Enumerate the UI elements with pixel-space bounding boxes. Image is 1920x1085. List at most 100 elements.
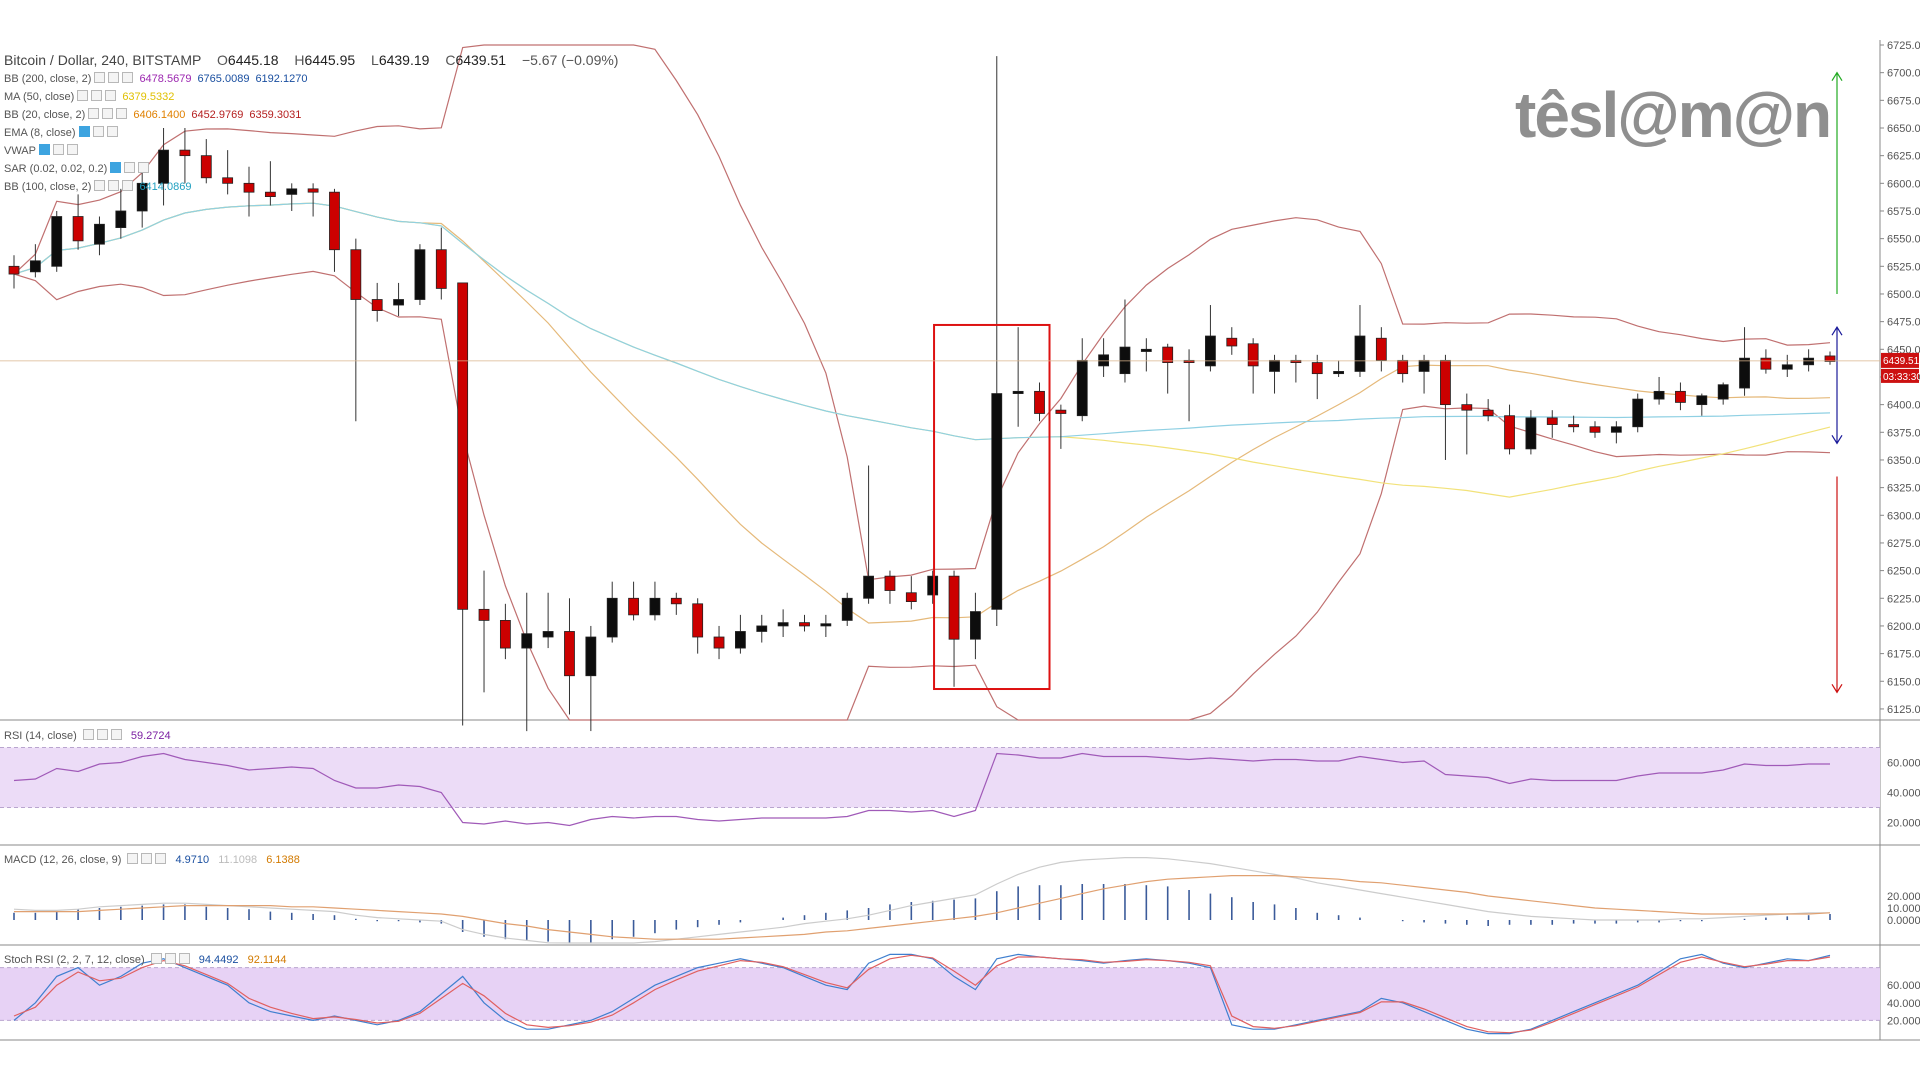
indicator-value: 6452.9769 bbox=[191, 109, 244, 121]
indicator-row[interactable]: VWAP bbox=[4, 144, 78, 157]
candle-body bbox=[51, 216, 63, 267]
candle-body bbox=[820, 623, 832, 627]
stoch-value-2: 92.1144 bbox=[247, 954, 287, 966]
candle-body bbox=[1076, 359, 1088, 417]
close-icon[interactable] bbox=[122, 180, 134, 191]
candle-body bbox=[1311, 362, 1323, 375]
macd-value-1: 4.9710 bbox=[175, 854, 210, 866]
candle-body bbox=[264, 191, 276, 197]
candle-body bbox=[8, 265, 20, 275]
candle-body bbox=[1589, 426, 1601, 433]
eye-icon[interactable] bbox=[110, 162, 122, 173]
candle-body bbox=[521, 633, 533, 649]
eye-icon[interactable] bbox=[77, 90, 89, 101]
macd-legend[interactable]: MACD (12, 26, close, 9) 4.9710 11.1098 6… bbox=[4, 853, 300, 866]
indicator-name: MA (50, close) bbox=[4, 91, 75, 103]
candle-body bbox=[1440, 359, 1451, 406]
indicator-row[interactable]: SAR (0.02, 0.02, 0.2) bbox=[4, 162, 150, 175]
candle-body bbox=[927, 575, 939, 596]
settings-icon[interactable] bbox=[164, 953, 176, 964]
ma50-line bbox=[13, 202, 1831, 498]
candle-body bbox=[115, 210, 127, 228]
price-tick-label: 6200.00 bbox=[1887, 621, 1920, 633]
candle-body bbox=[158, 149, 169, 184]
indicator-row[interactable]: MA (50, close) 6379.5332 bbox=[4, 90, 174, 103]
indicator-row[interactable]: BB (20, close, 2) 6406.1400 6452.9769 6359.… bbox=[4, 108, 301, 121]
macd-value-3: 6.1388 bbox=[266, 854, 300, 866]
settings-icon[interactable] bbox=[108, 180, 120, 191]
rsi-band bbox=[0, 747, 1880, 808]
candle-body bbox=[1675, 390, 1686, 403]
eye-icon[interactable] bbox=[88, 108, 100, 119]
settings-icon[interactable] bbox=[53, 144, 64, 155]
macd-title: MACD (12, 26, close, 9) bbox=[4, 854, 122, 866]
candle-body bbox=[692, 603, 704, 638]
candle-body bbox=[863, 575, 874, 599]
range-arrow-head-down bbox=[1831, 435, 1843, 445]
candle-body bbox=[1397, 359, 1409, 375]
close-icon[interactable] bbox=[110, 729, 122, 740]
eye-icon[interactable] bbox=[82, 729, 94, 740]
ohlc-header: Bitcoin / Dollar, 240, BITSTAMP O6445.18… bbox=[4, 52, 618, 68]
price-tick-label: 6150.00 bbox=[1887, 676, 1920, 688]
indicator-row[interactable]: BB (200, close, 2) 6478.5679 6765.0089 6192… bbox=[4, 72, 307, 85]
candle-body bbox=[1717, 384, 1729, 400]
candle-body bbox=[1632, 398, 1644, 428]
price-tick-label: 6300.00 bbox=[1887, 510, 1920, 522]
eye-icon[interactable] bbox=[150, 953, 162, 964]
candle-body bbox=[1290, 359, 1302, 363]
candle-body bbox=[884, 575, 896, 591]
candle-body bbox=[1055, 409, 1067, 414]
settings-icon[interactable] bbox=[124, 162, 136, 173]
close-icon[interactable] bbox=[116, 108, 128, 119]
candle-body bbox=[991, 393, 1003, 610]
candle-body bbox=[1824, 355, 1836, 362]
candle-body bbox=[393, 299, 404, 306]
indicator-value: 6359.3031 bbox=[249, 109, 302, 121]
eye-icon[interactable] bbox=[39, 144, 50, 155]
candle-body bbox=[94, 223, 105, 245]
indicator-row[interactable]: BB (100, close, 2) 6414.0869 bbox=[4, 180, 191, 193]
tesla-man-logo: têsl@m@n bbox=[1515, 79, 1832, 151]
macd-tick-label: 10.0000 bbox=[1887, 903, 1920, 915]
settings-icon[interactable] bbox=[108, 72, 120, 83]
settings-icon[interactable] bbox=[92, 126, 104, 137]
candle-body bbox=[905, 592, 917, 602]
close-icon[interactable] bbox=[178, 953, 190, 964]
candle-body bbox=[1739, 357, 1750, 389]
settings-icon[interactable] bbox=[141, 853, 153, 864]
last-price-box bbox=[1881, 352, 1919, 368]
close-icon[interactable] bbox=[67, 144, 78, 155]
settings-icon[interactable] bbox=[102, 108, 114, 119]
settings-icon[interactable] bbox=[96, 729, 108, 740]
candle-body bbox=[1375, 337, 1387, 361]
close-icon[interactable] bbox=[155, 853, 167, 864]
candle-body bbox=[799, 622, 810, 627]
macd-tick-label: 20.0000 bbox=[1887, 891, 1920, 903]
rsi-legend[interactable]: RSI (14, close) 59.2724 bbox=[4, 729, 171, 742]
candle-body bbox=[1247, 343, 1259, 367]
eye-icon[interactable] bbox=[78, 126, 90, 137]
target-arrow-up-head bbox=[1831, 71, 1843, 81]
indicator-name: VWAP bbox=[4, 145, 36, 157]
symbol-title: Bitcoin / Dollar, 240, BITSTAMP bbox=[4, 52, 202, 68]
close-value: 6439.51 bbox=[455, 52, 507, 68]
close-icon[interactable] bbox=[122, 72, 134, 83]
bb20-lower bbox=[13, 270, 1831, 721]
price-tick-label: 6375.00 bbox=[1887, 427, 1920, 439]
close-icon[interactable] bbox=[105, 90, 117, 101]
stoch-legend[interactable]: Stoch RSI (2, 2, 7, 12, close) 94.4492 9… bbox=[4, 953, 287, 966]
candle-body bbox=[1546, 417, 1558, 425]
close-icon[interactable] bbox=[138, 162, 150, 173]
indicator-row[interactable]: EMA (8, close) bbox=[4, 126, 118, 139]
eye-icon[interactable] bbox=[94, 180, 106, 191]
candle-body bbox=[371, 299, 383, 311]
eye-icon[interactable] bbox=[127, 853, 139, 864]
settings-icon[interactable] bbox=[91, 90, 103, 101]
eye-icon[interactable] bbox=[94, 72, 106, 83]
close-icon[interactable] bbox=[106, 126, 118, 137]
candle-body bbox=[499, 620, 511, 649]
candle-body bbox=[1568, 424, 1580, 428]
